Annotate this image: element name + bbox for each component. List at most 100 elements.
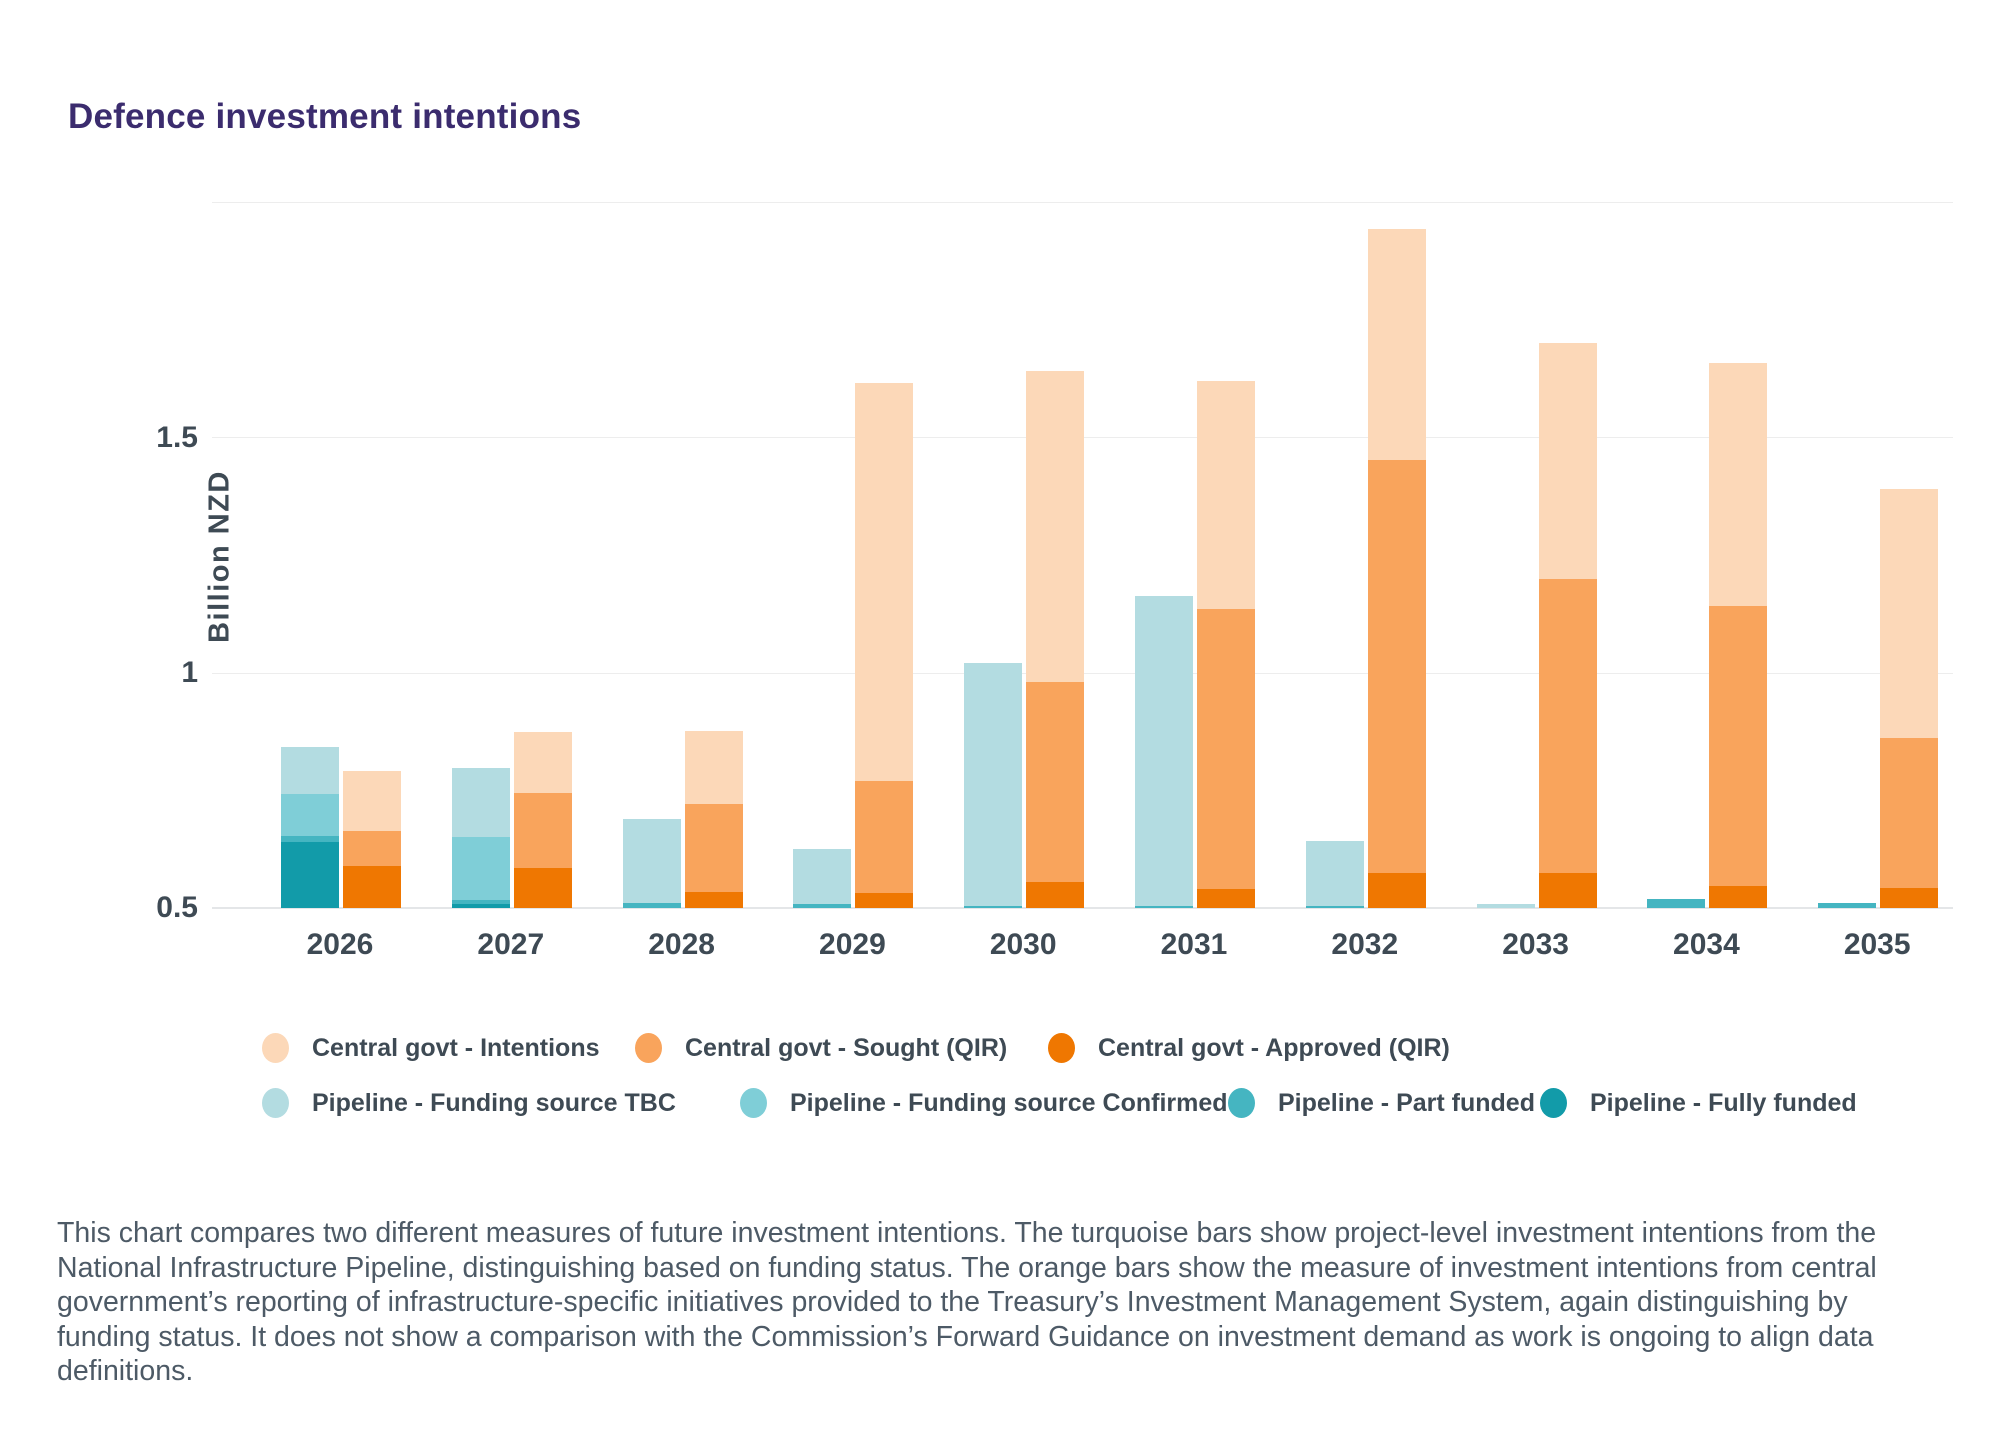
segment-approved_qir	[513, 868, 572, 908]
central-govt-bar-2033	[1538, 343, 1597, 908]
segment-part_funded	[1647, 899, 1706, 908]
central-govt-bar-2031	[1197, 381, 1255, 908]
segment-part_funded	[1818, 902, 1877, 908]
gridline-0.5: 0.5	[156, 891, 1953, 924]
segment-sought_qir	[1538, 579, 1597, 873]
segment-tbc	[281, 747, 339, 795]
x-tick-label-2034: 2034	[1673, 928, 1740, 961]
segment-intentions	[855, 382, 914, 781]
segment-intentions	[1367, 228, 1426, 460]
central-govt-bar-2029	[855, 382, 914, 908]
segment-confirmed	[281, 794, 339, 836]
segment-fully_funded	[451, 904, 510, 908]
segment-tbc	[622, 819, 681, 903]
segment-part_funded	[1135, 906, 1193, 908]
pipeline-bar-2033	[1476, 904, 1535, 908]
pipeline-bar-2035	[1818, 902, 1877, 908]
segment-part_funded	[451, 899, 510, 905]
segment-part_funded	[622, 902, 681, 908]
legend-label-fully_funded: Pipeline - Fully funded	[1590, 1088, 1857, 1117]
segment-part_funded	[1305, 905, 1364, 908]
legend-dot-fully_funded	[1540, 1088, 1567, 1118]
y-tick-label-0.5: 0.5	[156, 891, 198, 924]
legend-dot-approved_qir	[1048, 1033, 1075, 1063]
segment-intentions	[1026, 370, 1085, 682]
pipeline-bar-2026	[281, 747, 339, 908]
pipeline-bar-2030	[964, 662, 1023, 908]
y-tick-label-1: 1	[181, 656, 198, 690]
segment-approved_qir	[684, 892, 743, 908]
segment-approved_qir	[1367, 873, 1426, 908]
legend-label-part_funded: Pipeline - Part funded	[1278, 1088, 1535, 1117]
segment-fully_funded	[281, 842, 339, 908]
segment-sought_qir	[1197, 608, 1255, 890]
pipeline-bar-2028	[622, 819, 681, 908]
segment-sought_qir	[684, 803, 743, 893]
segment-sought_qir	[513, 793, 572, 868]
central-govt-bar-2028	[684, 731, 743, 908]
central-govt-bar-2030	[1026, 370, 1085, 908]
segment-sought_qir	[1880, 737, 1939, 888]
x-tick-label-2031: 2031	[1160, 928, 1228, 961]
legend-item-fully_funded: Pipeline - Fully funded	[1540, 1088, 1857, 1118]
x-tick-label-2029: 2029	[819, 928, 886, 961]
legend-dot-confirmed	[740, 1088, 767, 1118]
segment-approved_qir	[1197, 889, 1255, 908]
segment-part_funded	[793, 904, 852, 908]
segment-intentions	[343, 771, 401, 831]
central-govt-bar-2032	[1367, 228, 1426, 908]
legend-label-sought_qir: Central govt - Sought (QIR)	[685, 1033, 1008, 1062]
segment-part_funded	[281, 836, 339, 843]
segment-approved_qir	[1026, 881, 1085, 908]
chart-footnote: This chart compares two different measur…	[57, 1217, 1877, 1387]
segment-approved_qir	[855, 892, 914, 908]
segment-sought_qir	[343, 830, 401, 867]
gridline-2	[212, 202, 1953, 203]
legend-item-confirmed: Pipeline - Funding source Confirmed	[740, 1088, 1228, 1118]
segment-intentions	[513, 732, 572, 794]
segment-tbc	[1135, 595, 1193, 907]
pipeline-bar-2032	[1305, 840, 1364, 908]
legend-label-tbc: Pipeline - Funding source TBC	[312, 1088, 676, 1117]
segment-approved_qir	[1709, 885, 1768, 908]
y-tick-label-1.5: 1.5	[156, 420, 198, 454]
x-tick-label-2033: 2033	[1502, 928, 1569, 961]
segment-approved_qir	[343, 866, 401, 908]
legend-item-tbc: Pipeline - Funding source TBC	[262, 1088, 676, 1118]
central-govt-bar-2026	[343, 771, 401, 908]
x-tick-label-2028: 2028	[648, 928, 715, 961]
page-title: Defence investment intentions	[68, 97, 582, 136]
legend-item-approved_qir: Central govt - Approved (QIR)	[1048, 1033, 1450, 1063]
segment-approved_qir	[1880, 887, 1939, 908]
central-govt-bar-2027	[513, 732, 572, 908]
segment-sought_qir	[1367, 459, 1426, 874]
pipeline-bar-2027	[451, 768, 510, 908]
segment-part_funded	[964, 905, 1023, 908]
segment-sought_qir	[1709, 606, 1768, 886]
chart-plot-area: 1.5 1 0.5 2026 2027 2028 2029 2030 2031 2032 2033 2…	[156, 202, 1953, 961]
segment-tbc	[1305, 840, 1364, 906]
legend-label-approved_qir: Central govt - Approved (QIR)	[1098, 1033, 1450, 1062]
segment-tbc	[451, 768, 510, 837]
segment-approved_qir	[1538, 872, 1597, 908]
legend-item-intentions: Central govt - Intentions	[262, 1033, 600, 1063]
segment-intentions	[684, 731, 743, 804]
x-tick-label-2027: 2027	[477, 928, 545, 961]
segment-tbc	[793, 848, 852, 905]
legend-item-part_funded: Pipeline - Part funded	[1228, 1088, 1535, 1118]
legend-dot-intentions	[262, 1033, 289, 1063]
legend-dot-sought_qir	[635, 1033, 662, 1063]
segment-intentions	[1709, 362, 1768, 607]
central-govt-bar-2035	[1880, 489, 1939, 908]
x-tick-label-2026: 2026	[306, 928, 374, 961]
pipeline-bar-2034	[1647, 899, 1706, 908]
segment-sought_qir	[1026, 681, 1085, 882]
legend-label-intentions: Central govt - Intentions	[312, 1033, 600, 1062]
pipeline-bar-2029	[793, 848, 852, 908]
segment-tbc	[1476, 904, 1535, 908]
legend-label-confirmed: Pipeline - Funding source Confirmed	[790, 1088, 1228, 1117]
segment-intentions	[1197, 381, 1255, 609]
x-tick-label-2032: 2032	[1331, 928, 1399, 961]
segment-intentions	[1880, 489, 1939, 738]
segment-intentions	[1538, 343, 1597, 580]
